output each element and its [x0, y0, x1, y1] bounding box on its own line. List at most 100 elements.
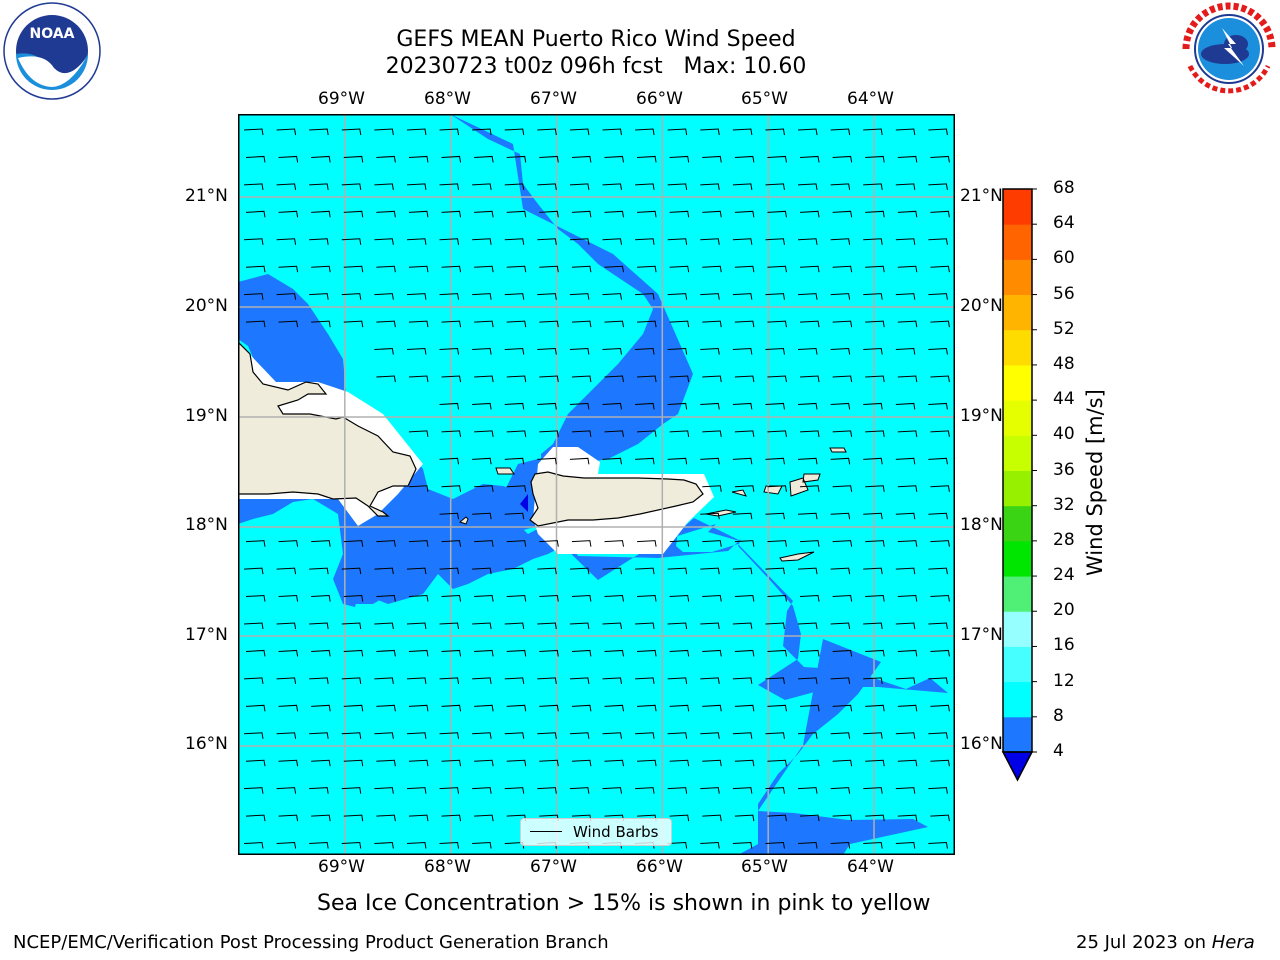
wind-barb [539, 540, 559, 547]
wind-barb [504, 512, 525, 520]
wind-barb [243, 677, 264, 684]
colorbar-segment [1003, 470, 1032, 507]
wind-barb [474, 265, 494, 273]
wind-barb [245, 595, 266, 602]
wind-barb [472, 293, 492, 300]
wind-barb [474, 540, 494, 547]
wind-barb [765, 677, 785, 684]
wind-barb [406, 293, 427, 300]
wind-barb [245, 320, 266, 328]
colorbar-tick-label: 44 [1053, 389, 1075, 410]
wind-barb [374, 348, 394, 355]
wind-barb [832, 155, 853, 163]
wind-barb [863, 183, 883, 190]
wind-barb [408, 814, 429, 822]
wind-barb [635, 622, 655, 630]
colorbar-segment [1003, 259, 1032, 296]
wind-barb [897, 649, 918, 657]
wind-barb [700, 622, 720, 630]
wind-barb [832, 814, 853, 822]
lon-label-top-69w: 69°W [318, 89, 365, 109]
wind-barb [700, 787, 720, 794]
wind-barb [700, 677, 720, 684]
lon-label-top-65w: 65°W [741, 89, 788, 109]
wind-barb [830, 787, 851, 794]
wind-barb [341, 622, 362, 630]
wind-barb [669, 375, 690, 383]
wind-barb [897, 759, 918, 767]
wind-barb [311, 210, 331, 218]
wind-barb [798, 128, 818, 136]
wind-barb [278, 704, 299, 712]
wind-barb [832, 430, 853, 437]
wind-barb [667, 842, 688, 849]
wind-barb [343, 649, 364, 657]
wind-barb [732, 622, 753, 630]
wind-barb [928, 293, 948, 300]
wind-barb [832, 595, 853, 602]
wind-barb [930, 430, 950, 437]
wind-barb [604, 430, 624, 437]
wind-barb [830, 457, 851, 465]
colorbar-tick-label: 32 [1053, 494, 1075, 515]
wind-barb [604, 595, 624, 602]
wind-barb [309, 293, 329, 300]
colorbar-tick-label: 20 [1053, 600, 1075, 621]
wind-barb [798, 238, 818, 245]
wind-barb [376, 759, 396, 767]
wind-barb [767, 210, 787, 218]
wind-barb [765, 567, 785, 575]
wind-barb [798, 293, 818, 300]
colorbar-tick-label: 36 [1053, 459, 1075, 480]
wind-barb [667, 238, 688, 245]
wind-barb [635, 238, 655, 245]
wind-barb [406, 128, 427, 136]
wind-barb [472, 787, 492, 794]
wind-barb [439, 622, 460, 630]
wind-barb [374, 787, 394, 794]
wind-barb [702, 485, 722, 492]
wind-barb [309, 677, 329, 684]
wind-barb [472, 457, 492, 465]
wind-barb [439, 128, 460, 136]
legend-barb-line [530, 831, 562, 832]
wind-barb [439, 293, 460, 300]
wind-barb [602, 732, 622, 739]
wind-barb [700, 457, 720, 465]
wind-barb [441, 704, 462, 712]
wind-barb [702, 595, 722, 602]
wind-barb [865, 649, 885, 657]
wind-barb [243, 238, 264, 245]
wind-barb [441, 595, 462, 602]
wind-barb [441, 430, 462, 437]
wind-barb [245, 155, 266, 163]
wind-barb [930, 320, 950, 328]
wind-barb [734, 320, 755, 328]
mona-island [495, 467, 515, 475]
wind-barb [602, 457, 622, 465]
wind-barb [311, 595, 331, 602]
wind-barb [439, 842, 460, 849]
lat-label-right-20n: 20°N [960, 296, 1003, 316]
wind-barb [441, 375, 462, 383]
wind-barb [798, 567, 818, 575]
lon-label-top-64w: 64°W [847, 89, 894, 109]
lon-label-bottom-67w: 67°W [530, 857, 577, 877]
wind-barb [637, 540, 657, 547]
vieques-island [705, 509, 737, 517]
wind-barb [537, 787, 557, 794]
wind-barb [702, 375, 722, 383]
wind-barb [571, 704, 592, 712]
wind-barb [635, 457, 655, 465]
wind-barb [667, 183, 688, 190]
virgin-islands-group1 [731, 473, 821, 497]
lon-label-bottom-65w: 65°W [741, 857, 788, 877]
wind-barb [504, 787, 525, 794]
wind-barb [895, 677, 916, 684]
wind-barb [537, 183, 557, 190]
wind-barb [604, 265, 624, 273]
wind-barb [439, 457, 460, 465]
wind-barb [765, 842, 785, 849]
wind-barb [897, 320, 918, 328]
wind-barb [474, 375, 494, 383]
